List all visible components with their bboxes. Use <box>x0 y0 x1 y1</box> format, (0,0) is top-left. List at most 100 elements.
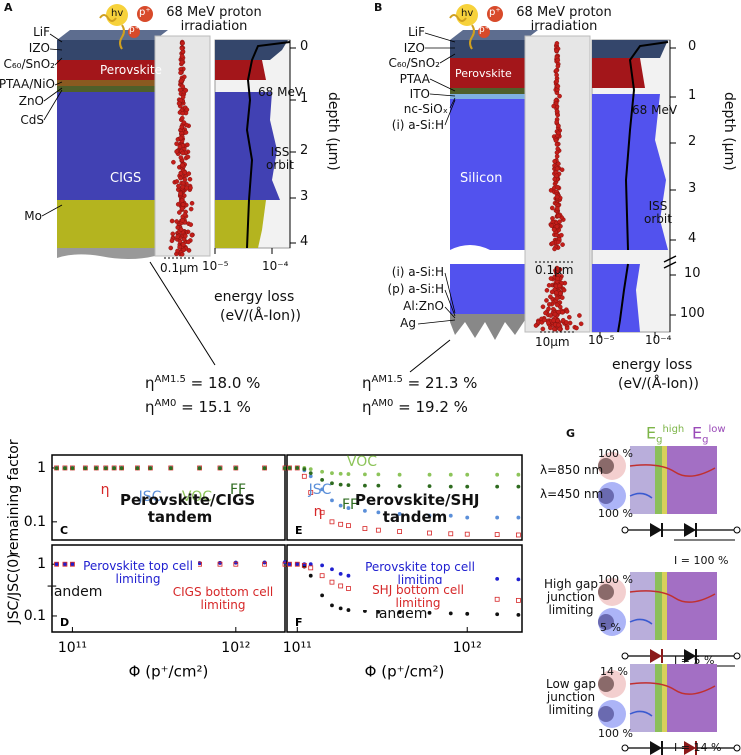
data-point <box>308 471 313 476</box>
track-particle <box>177 144 183 150</box>
series-label: VOC <box>347 454 377 470</box>
current: I = 5 % <box>674 654 715 667</box>
track-particle <box>189 200 195 206</box>
data-point <box>346 483 351 488</box>
track-particle <box>560 295 565 300</box>
layer-label: LiF <box>33 25 50 39</box>
terminal <box>621 526 629 534</box>
layer-label: C₆₀/SnO₂ <box>388 56 440 70</box>
data-point <box>54 561 59 567</box>
layer-label: ZnO <box>18 94 44 108</box>
x-axis-label: Φ (p⁺/cm²) <box>129 663 209 681</box>
track-particle <box>544 298 549 303</box>
data-point <box>295 562 300 567</box>
track-particle <box>180 150 186 156</box>
interlayer <box>662 572 667 640</box>
track-particle <box>533 323 539 328</box>
case-title: High gap junction limiting <box>544 577 598 618</box>
track-particle <box>180 40 185 46</box>
data-point <box>427 472 432 477</box>
data-point <box>376 472 381 477</box>
track-particle <box>546 283 552 288</box>
diode <box>650 523 662 537</box>
plot-frame <box>51 454 286 541</box>
track-particle <box>555 57 561 63</box>
data-point <box>363 483 367 488</box>
track-particle <box>551 318 556 323</box>
track-particle <box>554 41 560 46</box>
track-particle <box>555 146 561 152</box>
panel-label: B <box>374 1 383 14</box>
track-particle <box>187 176 193 182</box>
data-point <box>397 529 403 534</box>
y-tick-label: 1 <box>37 460 46 476</box>
data-point <box>495 515 500 520</box>
data-point <box>330 481 334 486</box>
data-point <box>495 577 500 581</box>
track-particle <box>555 276 560 281</box>
plot-frame <box>286 544 523 633</box>
lamp <box>598 706 614 722</box>
y-tick-label: 0.1 <box>24 608 46 624</box>
data-point <box>233 561 239 567</box>
low-gap-layer <box>667 664 717 732</box>
track-particle <box>177 210 182 215</box>
data-point <box>376 510 381 515</box>
track-particle <box>553 138 559 143</box>
track-particle <box>179 206 185 211</box>
diode <box>650 741 662 755</box>
energy-axis-label: energy loss <box>214 289 295 305</box>
track-particle <box>179 115 185 121</box>
irradiation-label: 68 MeV proton irradiation <box>166 5 262 35</box>
terminal <box>621 744 629 752</box>
data-point <box>308 573 313 578</box>
panel-label: C <box>60 524 68 537</box>
track-particle <box>182 170 188 175</box>
absorber-label: CIGS <box>110 171 142 186</box>
track-particle <box>174 149 179 154</box>
layer-label: (p) a-Si:H <box>387 282 445 296</box>
absorber-label: Silicon <box>460 171 503 186</box>
track-particle <box>178 171 184 176</box>
track-particle <box>188 222 194 227</box>
high-gap-layer <box>655 664 662 732</box>
data-point <box>302 562 307 567</box>
data-point <box>329 519 335 525</box>
track-particle <box>557 291 563 296</box>
layer-label: nc-SiOₓ <box>403 102 448 116</box>
depth-axis-label: depth (μm) <box>325 92 341 171</box>
track-particle <box>548 294 553 300</box>
panel-label: F <box>295 616 303 629</box>
lamp <box>598 458 614 474</box>
track-particle <box>180 202 186 207</box>
track-particle <box>554 224 560 229</box>
diode <box>650 649 662 663</box>
x-tick-label: 10¹² <box>221 640 250 656</box>
data-point <box>308 467 313 472</box>
track-particle <box>554 266 560 271</box>
data-point <box>233 466 238 471</box>
bandgap-label: Eghigh <box>646 423 685 446</box>
track-particle <box>181 120 187 125</box>
wavelength-label: λ=850 nm <box>540 463 604 477</box>
data-point <box>397 484 402 489</box>
track-particle <box>175 234 180 240</box>
data-point <box>346 573 351 578</box>
terminal <box>733 744 741 752</box>
track-particle <box>184 107 190 113</box>
depth-tick: 1 <box>300 91 309 106</box>
data-point <box>287 562 292 567</box>
track-particle <box>547 302 552 307</box>
track-particle <box>171 159 176 165</box>
high-gap-layer <box>655 446 662 514</box>
track-particle <box>556 322 561 328</box>
data-point <box>338 482 343 487</box>
photon-path <box>629 618 653 625</box>
data-point <box>465 484 470 489</box>
proton-label: p⁺ <box>479 25 490 35</box>
data-point <box>448 513 453 518</box>
track-particle <box>556 213 561 219</box>
track-particle <box>554 290 559 296</box>
y-axis-label: remaining factor <box>6 439 22 555</box>
track-particle <box>180 110 186 116</box>
